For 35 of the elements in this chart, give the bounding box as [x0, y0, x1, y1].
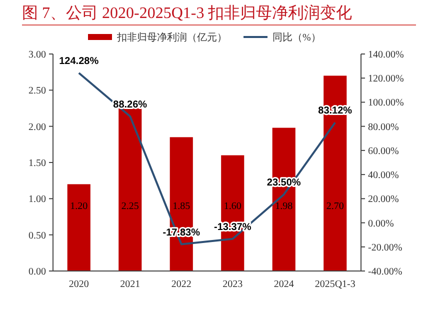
y2-tick-label: -40.00%	[368, 266, 402, 278]
y-tick-label: 2.50	[28, 86, 46, 97]
y2-tick-label: 120.00%	[368, 74, 404, 85]
legend-label: 扣非归母净利润（亿元）	[116, 32, 227, 44]
legend-label: 同比（%）	[272, 32, 321, 44]
data-label: 1.98	[275, 201, 293, 212]
y-tick-label: 0.50	[28, 230, 46, 242]
data-label: 1.20	[70, 201, 88, 212]
y-tick-label: 0.00	[28, 266, 46, 278]
data-label: 1.85	[172, 201, 190, 212]
y-tick-label: 3.00	[28, 50, 46, 60]
y2-tick-label: 100.00%	[368, 98, 404, 109]
y2-tick-label: -20.00%	[368, 242, 402, 254]
y-tick-label: 1.00	[28, 194, 46, 206]
bar	[67, 184, 90, 271]
x-tick-label: 2023	[222, 279, 243, 290]
data-label: 124.28%	[59, 56, 99, 67]
bar	[118, 108, 142, 271]
x-tick-label: 2020	[68, 279, 89, 290]
y2-tick-label: 140.00%	[368, 50, 404, 60]
y-tick-label: 2.00	[28, 122, 46, 133]
y2-tick-label: 20.00%	[368, 194, 399, 206]
y2-tick-label: 0.00%	[368, 218, 394, 230]
data-label: 2.25	[121, 201, 139, 212]
x-tick-label: 2024	[274, 279, 294, 290]
y2-tick-label: 60.00%	[368, 146, 399, 157]
x-tick-label: 2021	[120, 279, 140, 290]
chart-title: 图 7、公司 2020-2025Q1-3 扣非归母净利润变化	[22, 4, 352, 22]
x-tick-label: 2022	[171, 279, 192, 290]
x-tick-label: 2025Q1-3	[314, 279, 356, 290]
data-label: 2.70	[326, 201, 344, 212]
y-tick-label: 1.50	[28, 158, 46, 169]
data-label: 1.60	[224, 201, 242, 212]
y2-tick-label: 80.00%	[368, 122, 399, 133]
y2-tick-label: 40.00%	[368, 170, 399, 182]
